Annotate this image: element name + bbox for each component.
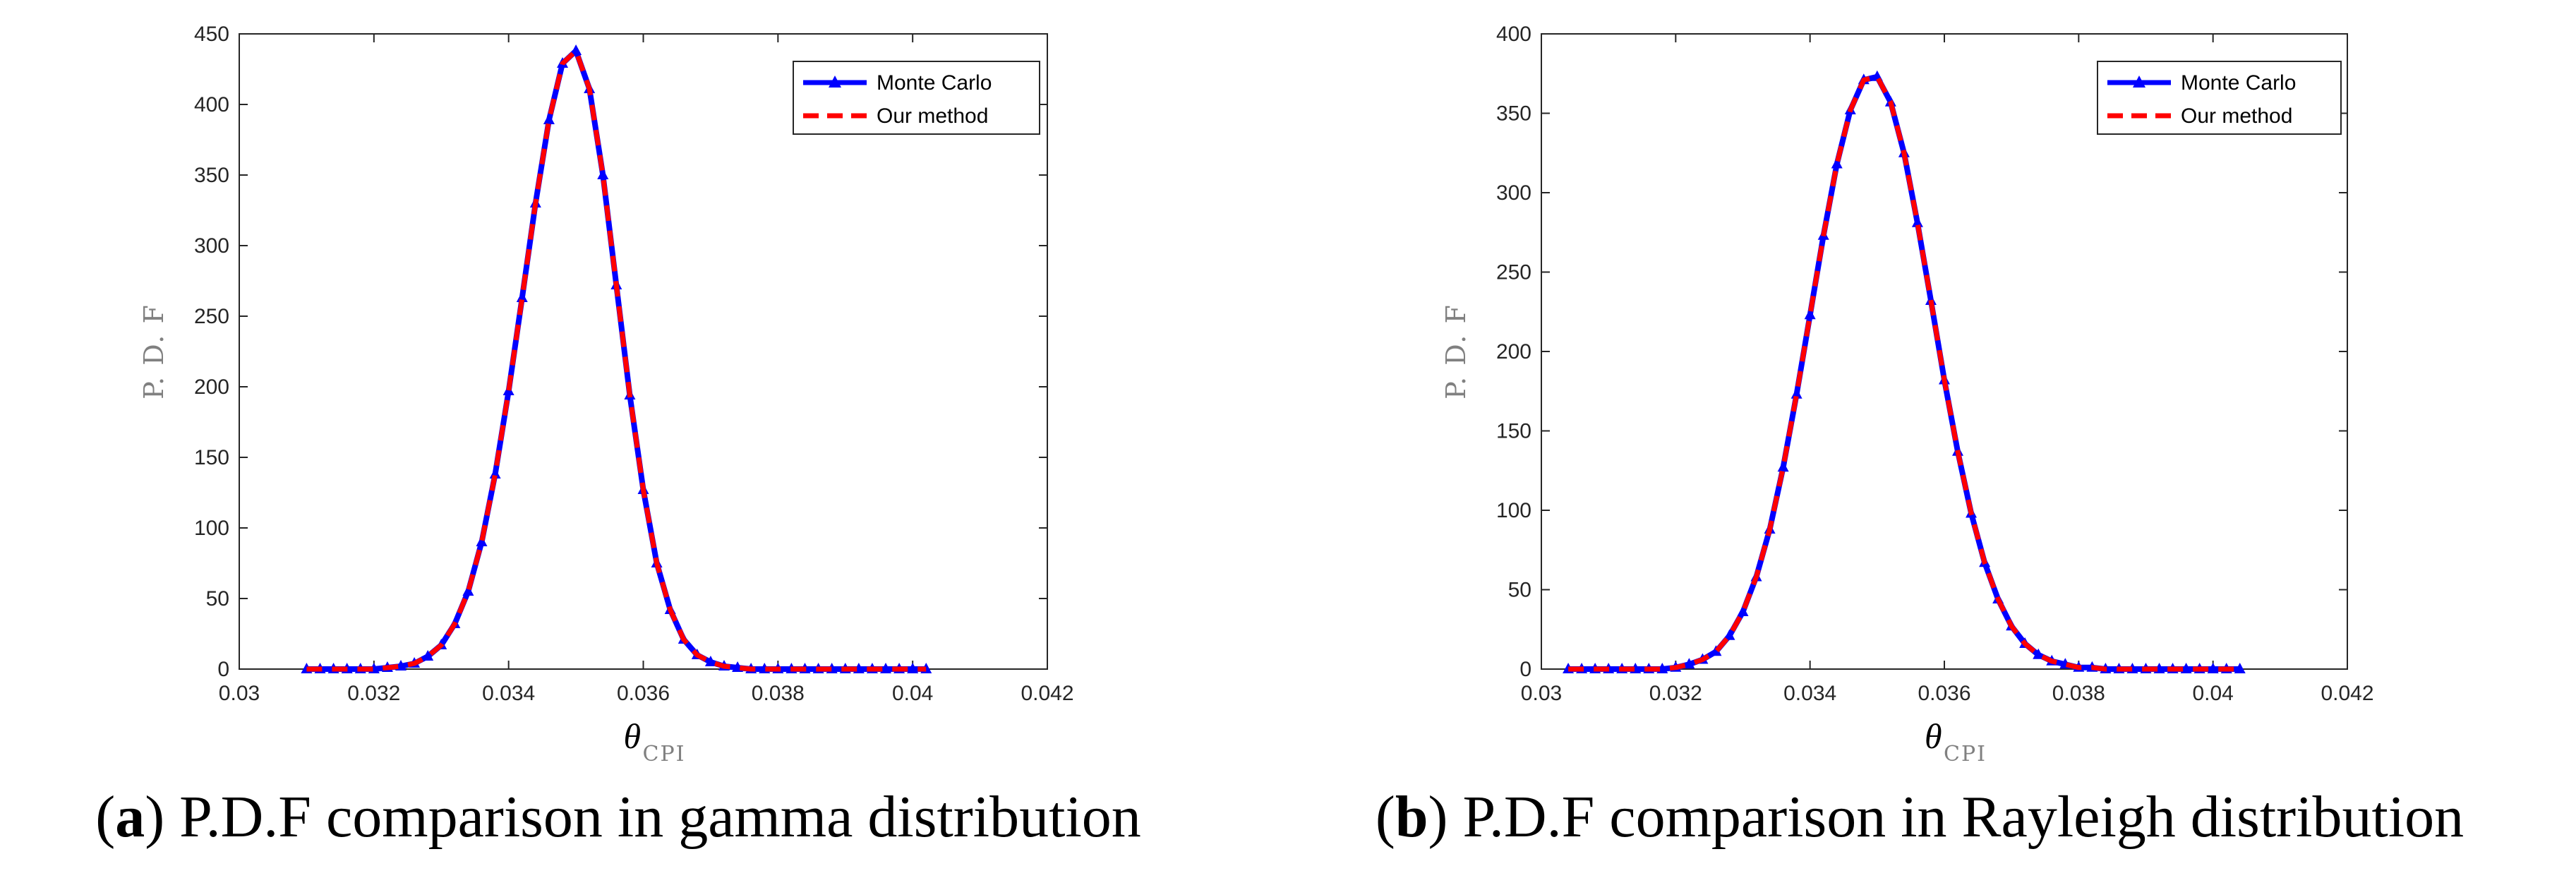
legend-label-our-method: Our method (877, 104, 988, 128)
y-tick-label: 100 (194, 517, 229, 540)
legend-label-monte-carlo: Monte Carlo (2181, 71, 2296, 95)
monte-carlo-point (1777, 461, 1789, 472)
monte-carlo-point (516, 291, 528, 302)
legend-box (2097, 61, 2342, 135)
monte-carlo-point (462, 585, 474, 596)
axes-box (239, 33, 1048, 670)
y-tick-label: 100 (1496, 499, 1531, 522)
monte-carlo-point (597, 169, 609, 179)
series-line-our-method (1568, 74, 2240, 672)
x-tick-label: 0.04 (892, 682, 933, 705)
chart-panel-b: 0.03 0.032 0.034 0.036 0.038 0.04 0.042 0 50 100 1… (1376, 23, 2464, 850)
y-tick-label: 150 (194, 446, 229, 469)
y-tick-label: 300 (194, 234, 229, 258)
caption-panel-letter: a (115, 784, 145, 850)
x-axis-label-symbol: θ (1925, 716, 1942, 756)
monte-carlo-point (1790, 387, 1802, 399)
y-tick-label: 200 (194, 375, 229, 399)
axes-box (1541, 33, 2348, 670)
monte-carlo-point (476, 536, 488, 546)
x-tick-label: 0.034 (482, 682, 535, 705)
caption-open-paren: ( (95, 784, 115, 850)
monte-carlo-point (1683, 658, 1695, 669)
y-tick-label: 250 (194, 305, 229, 328)
legend-label-monte-carlo: Monte Carlo (877, 71, 992, 95)
legend-marker-monte-carlo (2133, 76, 2145, 88)
x-tick-label: 0.03 (219, 682, 260, 705)
y-tick-label: 400 (194, 93, 229, 116)
x-tick-label: 0.038 (752, 682, 805, 705)
monte-carlo-point (1723, 629, 1735, 640)
x-tick-label: 0.032 (347, 682, 400, 705)
monte-carlo-point (422, 650, 434, 661)
x-tick-label: 0.036 (1918, 682, 1970, 705)
monte-carlo-point (489, 468, 501, 479)
y-tick-label: 0 (217, 658, 229, 681)
monte-carlo-point (880, 663, 891, 673)
x-axis-label-symbol: θ (624, 716, 642, 756)
y-tick-label: 300 (1496, 181, 1531, 205)
x-tick-label: 0.036 (617, 682, 670, 705)
monte-carlo-point (2207, 663, 2219, 673)
monte-carlo-point (1710, 645, 1722, 656)
legend-marker-monte-carlo (829, 76, 841, 88)
legend-label-our-method: Our method (2181, 104, 2292, 128)
monte-carlo-point (1737, 606, 1749, 616)
caption-text: ) P.D.F comparison in gamma distribution (145, 784, 1141, 850)
monte-carlo-point (2033, 648, 2045, 659)
monte-carlo-point (907, 663, 919, 673)
x-tick-label: 0.032 (1649, 682, 1702, 705)
monte-carlo-point (1804, 308, 1816, 320)
caption-open-paren: ( (1376, 784, 1395, 850)
y-tick-label: 400 (1496, 23, 1531, 46)
monte-carlo-point (570, 44, 582, 55)
series-line-our-method (306, 48, 927, 672)
x-axis-label-subscript: CPI (1944, 742, 1987, 766)
chart-panel-a: 0.03 0.032 0.034 0.036 0.038 0.04 0.042 0 50 100 1… (95, 23, 1141, 850)
x-tick-label: 0.042 (1021, 682, 1073, 705)
figure-caption: (a) P.D.F comparison in gamma distributi… (95, 784, 1141, 850)
x-tick-label: 0.034 (1783, 682, 1836, 705)
caption-text: ) P.D.F comparison in Rayleigh distribut… (1428, 784, 2464, 850)
x-tick-label: 0.038 (2052, 682, 2105, 705)
x-axis-label-subscript: CPI (643, 742, 686, 766)
figure-caption: (b) P.D.F comparison in Rayleigh distrib… (1376, 784, 2464, 850)
y-axis-label: P. D. F (138, 303, 169, 399)
legend-box (793, 61, 1040, 135)
monte-carlo-point (543, 114, 555, 124)
monte-carlo-point (704, 656, 716, 666)
monte-carlo-point (2234, 663, 2246, 673)
monte-carlo-point (1925, 294, 1937, 305)
y-tick-label: 350 (194, 164, 229, 187)
y-tick-label: 0 (1519, 658, 1531, 681)
monte-carlo-point (2180, 663, 2192, 673)
x-tick-label: 0.03 (1521, 682, 1562, 705)
caption-panel-letter: b (1395, 784, 1428, 850)
y-tick-label: 200 (1496, 340, 1531, 363)
y-tick-label: 50 (206, 587, 229, 611)
monte-carlo-point (1831, 157, 1843, 169)
x-tick-label: 0.042 (2321, 682, 2373, 705)
y-axis-label: P. D. F (1440, 303, 1471, 399)
y-tick-label: 250 (1496, 261, 1531, 284)
monte-carlo-point (1911, 216, 1923, 227)
y-tick-label: 350 (1496, 102, 1531, 126)
y-tick-label: 450 (194, 23, 229, 46)
x-tick-label: 0.04 (2192, 682, 2233, 705)
y-tick-label: 150 (1496, 420, 1531, 443)
y-tick-label: 50 (1508, 579, 1531, 602)
